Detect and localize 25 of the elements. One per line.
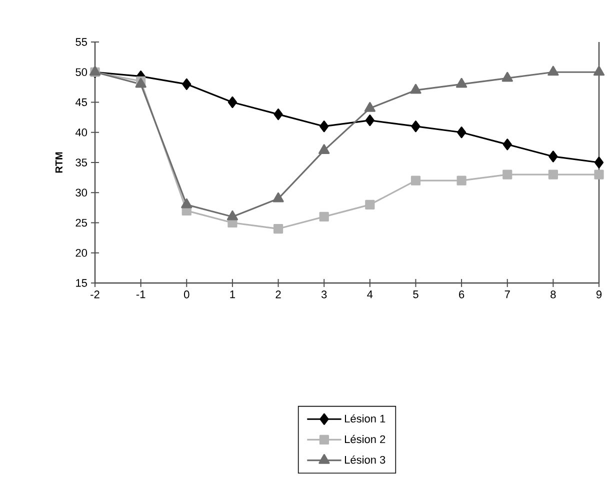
x-tick-label: 7 <box>504 290 510 298</box>
y-tick-label: 35 <box>76 158 87 166</box>
x-tick-label: -1 <box>136 290 146 298</box>
legend-label: Lésion 3 <box>344 456 386 464</box>
y-tick-label: 50 <box>76 68 88 76</box>
legend-label: Lésion 2 <box>344 434 386 444</box>
x-tick-label: 5 <box>413 290 418 298</box>
y-tick-label: 55 <box>76 38 87 46</box>
x-tick-label: 9 <box>596 290 602 298</box>
x-tick-label: 2 <box>276 290 281 298</box>
x-tick-label: 3 <box>321 290 327 298</box>
y-tick-label: 30 <box>76 188 88 197</box>
y-tick-label: 20 <box>76 248 88 257</box>
x-tick-label: 6 <box>459 290 464 298</box>
y-tick-label: 15 <box>76 279 87 287</box>
x-tick-label: 0 <box>184 290 190 298</box>
x-tick-label: -2 <box>90 290 100 298</box>
x-tick-label: 1 <box>230 290 235 298</box>
legend-label: Lésion 1 <box>344 414 386 423</box>
y-tick-label: 25 <box>76 218 87 227</box>
y-tick-label: 45 <box>75 98 87 106</box>
y-axis-title: RTM <box>55 152 62 173</box>
x-tick-label: 8 <box>550 290 556 298</box>
y-tick-label: 40 <box>75 128 88 136</box>
x-tick-label: 4 <box>367 290 373 298</box>
